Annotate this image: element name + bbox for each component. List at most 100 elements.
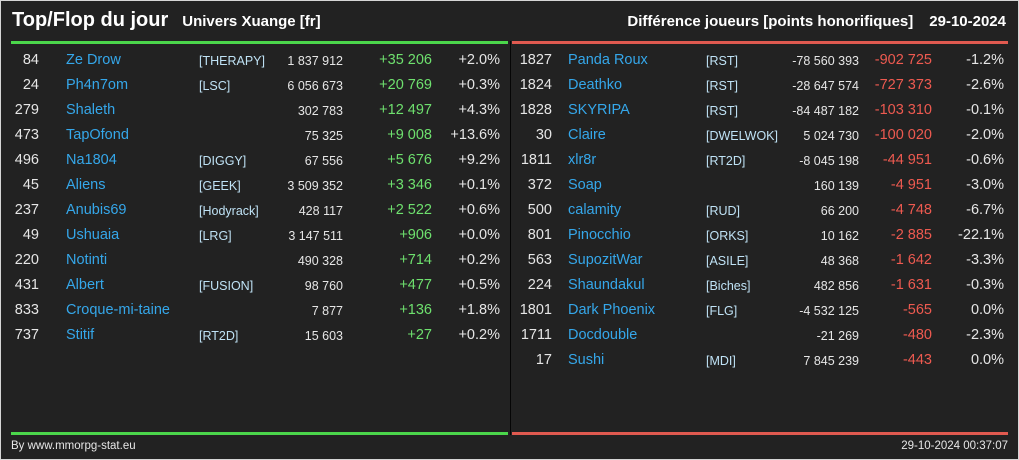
player-row: 1824 Deathko [RST] -28 647 574 -727 373 -2.6%: [512, 72, 1008, 97]
player-row: 24 Ph4n7om [LSC] 6 056 673 +20 769 +0.3%: [11, 72, 508, 97]
player-guild-link[interactable]: [DWELWOK]: [706, 129, 778, 143]
player-percent: -3.0%: [966, 177, 1004, 193]
player-name-link[interactable]: Na1804: [66, 152, 117, 168]
player-total: 3 147 511: [288, 229, 343, 243]
player-row: 30 Claire [DWELWOK] 5 024 730 -100 020 -2.0%: [512, 122, 1008, 147]
player-percent: -2.6%: [966, 77, 1004, 93]
player-rank: 279: [14, 102, 39, 118]
player-rank: 45: [22, 177, 39, 193]
player-percent: -3.3%: [966, 252, 1004, 268]
player-name-link[interactable]: xlr8r: [568, 152, 597, 168]
player-name-link[interactable]: Anubis69: [66, 202, 127, 218]
player-name-link[interactable]: SKYRIPA: [568, 102, 630, 118]
header-right: Différence joueurs [points honorifiques]…: [627, 13, 1006, 30]
player-guild-link[interactable]: [Hodyrack]: [199, 204, 259, 218]
player-name-link[interactable]: Shaundakul: [568, 277, 645, 293]
player-percent: -0.1%: [966, 102, 1004, 118]
top-accent-bar: [11, 41, 508, 44]
player-percent: 0.0%: [970, 302, 1004, 318]
server-name: Univers Xuange [fr]: [182, 13, 321, 30]
player-name-link[interactable]: Pinocchio: [568, 227, 631, 243]
player-percent: +1.8%: [458, 302, 500, 318]
player-name-link[interactable]: Docdouble: [568, 327, 638, 343]
player-name-link[interactable]: Shaleth: [66, 102, 116, 118]
player-rank: 1824: [519, 77, 552, 93]
player-guild-link[interactable]: [LRG]: [199, 229, 232, 243]
player-rank: 17: [535, 352, 552, 368]
player-row: 372 Soap 160 139 -4 951 -3.0%: [512, 172, 1008, 197]
player-row: 45 Aliens [GEEK] 3 509 352 +3 346 +0.1%: [11, 172, 508, 197]
player-total: 428 117: [298, 204, 343, 218]
player-percent: +0.0%: [458, 227, 500, 243]
player-name-link[interactable]: Ushuaia: [66, 227, 120, 243]
player-guild-link[interactable]: [DIGGY]: [199, 154, 247, 168]
player-difference: +2 522: [387, 202, 432, 218]
player-guild-link[interactable]: [RST]: [706, 54, 738, 68]
player-row: 431 Albert [FUSION] 98 760 +477 +0.5%: [11, 272, 508, 297]
player-rank: 84: [22, 52, 39, 68]
player-percent: +0.3%: [458, 77, 500, 93]
player-name-link[interactable]: Aliens: [66, 177, 106, 193]
player-guild-link[interactable]: [RUD]: [706, 204, 741, 218]
player-percent: +0.2%: [458, 252, 500, 268]
player-name-link[interactable]: Sushi: [568, 352, 605, 368]
player-name-link[interactable]: Ph4n7om: [66, 77, 129, 93]
player-guild-link[interactable]: [Biches]: [706, 279, 751, 293]
player-name-link[interactable]: Stitif: [66, 327, 95, 343]
player-name-link[interactable]: Notinti: [66, 252, 108, 268]
player-guild-link[interactable]: [RST]: [706, 104, 738, 118]
player-guild-link[interactable]: [ASILE]: [706, 254, 749, 268]
player-name-link[interactable]: Albert: [66, 277, 104, 293]
player-guild-link[interactable]: [MDI]: [706, 354, 736, 368]
flop-panel: 1827 Panda Roux [RST] -78 560 393 -902 725 -1…: [512, 41, 1008, 435]
player-guild-link[interactable]: [LSC]: [199, 79, 231, 93]
metric-label: Différence joueurs [points honorifiques]: [627, 13, 914, 30]
player-name-link[interactable]: Croque-mi-taine: [66, 302, 170, 318]
player-percent: +0.5%: [458, 277, 500, 293]
panel-divider: [510, 41, 511, 435]
player-rank: 1801: [519, 302, 552, 318]
player-guild-link[interactable]: [RST]: [706, 79, 738, 93]
player-percent: +0.1%: [458, 177, 500, 193]
site-credit: By www.mmorpg-stat.eu: [11, 440, 136, 452]
player-name-link[interactable]: SupozitWar: [568, 252, 643, 268]
player-name-link[interactable]: Deathko: [568, 77, 623, 93]
player-guild-link[interactable]: [FUSION]: [199, 279, 254, 293]
player-percent: -22.1%: [958, 227, 1004, 243]
player-total: -84 487 182: [792, 104, 859, 118]
player-name-link[interactable]: Panda Roux: [568, 52, 648, 68]
player-rank: 1811: [520, 152, 552, 168]
player-row: 17 Sushi [MDI] 7 845 239 -443 0.0%: [512, 347, 1008, 372]
player-name-link[interactable]: Soap: [568, 177, 602, 193]
player-name-link[interactable]: Claire: [568, 127, 606, 143]
player-row: 1801 Dark Phoenix [FLG] -4 532 125 -565 0.0%: [512, 297, 1008, 322]
player-rank: 220: [14, 252, 39, 268]
player-difference: -443: [902, 352, 932, 368]
player-name-link[interactable]: TapOfond: [66, 127, 129, 143]
player-guild-link[interactable]: [ORKS]: [706, 229, 749, 243]
player-rank: 24: [22, 77, 39, 93]
player-guild-link[interactable]: [RT2D]: [199, 329, 239, 343]
player-rank: 473: [14, 127, 39, 143]
player-difference: +906: [399, 227, 432, 243]
player-name-link[interactable]: Ze Drow: [66, 52, 121, 68]
player-percent: +13.6%: [450, 127, 500, 143]
player-name-link[interactable]: calamity: [568, 202, 622, 218]
player-difference: -902 725: [874, 52, 932, 68]
player-total: 48 368: [820, 254, 859, 268]
player-name-link[interactable]: Dark Phoenix: [568, 302, 656, 318]
top-accent-bar-bottom: [11, 432, 508, 435]
player-percent: +9.2%: [458, 152, 500, 168]
player-rank: 1711: [520, 327, 552, 343]
player-percent: +2.0%: [458, 52, 500, 68]
player-difference: -565: [902, 302, 932, 318]
player-guild-link[interactable]: [RT2D]: [706, 154, 746, 168]
player-difference: -44 951: [882, 152, 932, 168]
player-guild-link[interactable]: [FLG]: [706, 304, 738, 318]
player-guild-link[interactable]: [THERAPY]: [199, 54, 265, 68]
player-rank: 224: [527, 277, 552, 293]
player-row: 1827 Panda Roux [RST] -78 560 393 -902 725 -1…: [512, 47, 1008, 72]
player-guild-link[interactable]: [GEEK]: [199, 179, 241, 193]
top-list: 84 Ze Drow [THERAPY] 1 837 912 +35 206 +2.0% 2…: [11, 47, 508, 347]
player-rank: 500: [527, 202, 552, 218]
